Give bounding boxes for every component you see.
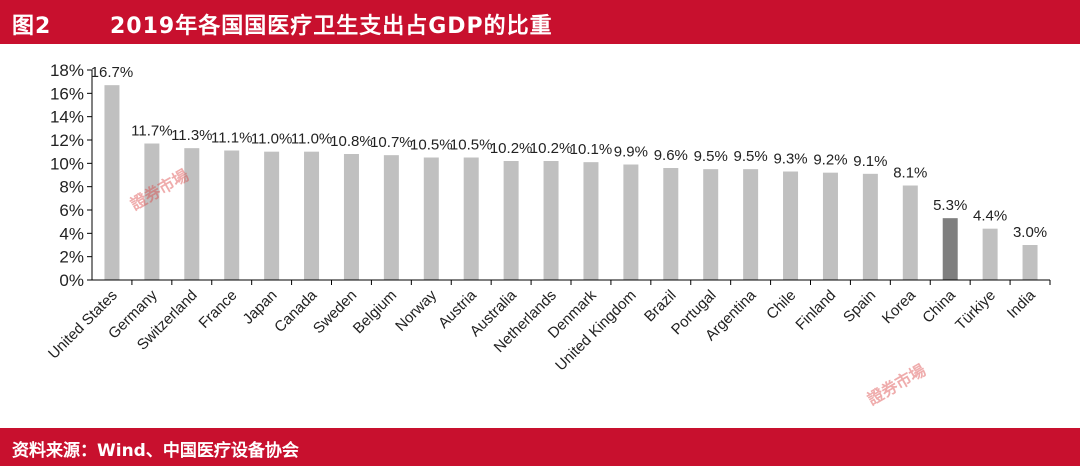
data-label: 16.7%	[91, 64, 134, 81]
bar-chile	[783, 171, 799, 280]
bar-india	[1022, 245, 1038, 280]
data-label: 9.1%	[853, 153, 887, 170]
data-label: 9.2%	[813, 152, 847, 169]
data-label: 10.2%	[530, 140, 573, 157]
bar-denmark	[583, 162, 599, 280]
data-label: 5.3%	[933, 197, 967, 214]
y-tick-label: 8%	[59, 178, 84, 197]
figure-number: 图2	[12, 14, 52, 39]
y-tick-label: 12%	[50, 131, 84, 150]
x-tick-label: United States	[45, 287, 121, 363]
source-note: 资料来源：Wind、中国医疗设备协会	[12, 441, 299, 461]
y-tick-label: 4%	[59, 224, 84, 243]
x-tick-label: Belgium	[350, 287, 400, 337]
data-label: 10.1%	[570, 141, 613, 158]
data-label: 11.3%	[171, 127, 212, 144]
data-label: 9.3%	[773, 151, 807, 168]
data-label: 11.0%	[251, 131, 292, 148]
y-tick-label: 2%	[59, 248, 84, 267]
x-tick-label: India	[1004, 286, 1039, 321]
chart-title: 2019年各国国医疗卫生支出占GDP的比重	[110, 14, 553, 39]
y-tick-label: 0%	[59, 271, 84, 290]
x-tick-label: Chile	[763, 287, 799, 323]
data-label: 9.6%	[654, 147, 688, 164]
data-label: 10.8%	[330, 133, 373, 150]
data-label: 9.5%	[734, 148, 768, 165]
bar-chart: 0% 2% 4% 6% 8% 10% 12% 14% 16% 18% 16.7% 11.7%11.3…	[45, 61, 1051, 374]
y-tick-label: 10%	[50, 154, 84, 173]
bar-netherlands	[543, 161, 559, 280]
bar-sweden	[343, 154, 359, 280]
bar-france	[224, 150, 240, 280]
bar-united-states	[104, 85, 120, 280]
chart-area: 0% 2% 4% 6% 8% 10% 12% 14% 16% 18% 16.7% 11.7% 11.3…	[0, 44, 1080, 428]
data-label: 3.0%	[1013, 224, 1047, 241]
data-label: 11.0%	[291, 131, 332, 148]
x-axis: United StatesGermanySwitzerlandFranceJap…	[45, 279, 1051, 374]
bar-united-kingdom	[623, 164, 639, 280]
data-label: 9.5%	[694, 148, 728, 165]
bar-norway	[423, 157, 439, 280]
data-label: 9.9%	[614, 144, 648, 161]
x-tick-label: Finland	[792, 287, 839, 334]
x-tick-label: Norway	[392, 286, 440, 334]
bar-spain	[862, 173, 878, 280]
bar-japan	[264, 151, 280, 280]
bar-china	[942, 218, 958, 280]
figure-footer: 资料来源：Wind、中国医疗设备协会	[0, 428, 1080, 466]
bar-t-rkiye	[982, 228, 998, 280]
x-tick-label: Spain	[840, 287, 879, 326]
bar-austria	[463, 157, 479, 280]
x-tick-label: Sweden	[310, 287, 360, 337]
bar-belgium	[383, 155, 399, 280]
y-tick-label: 6%	[59, 201, 84, 220]
data-label: 11.7%	[131, 123, 172, 140]
x-tick-label: Türkiye	[952, 287, 999, 334]
bar-switzerland	[184, 148, 200, 280]
x-tick-label: France	[196, 287, 241, 332]
bar-australia	[503, 161, 519, 280]
data-labels: 16.7%11.7%11.3%11.1%11.0%11.0%10.8%10.7%…	[91, 64, 1047, 241]
figure-header: 图2 2019年各国国医疗卫生支出占GDP的比重	[0, 0, 1080, 44]
data-label: 10.2%	[490, 140, 533, 157]
data-label: 10.7%	[370, 134, 413, 151]
x-tick-label: Korea	[879, 286, 920, 327]
bar-finland	[822, 172, 838, 280]
y-tick-label: 14%	[50, 108, 84, 127]
data-label: 8.1%	[893, 165, 927, 182]
data-label: 10.5%	[410, 137, 453, 154]
bar-brazil	[663, 168, 679, 280]
y-axis: 0% 2% 4% 6% 8% 10% 12% 14% 16% 18%	[50, 61, 93, 290]
bar-argentina	[743, 169, 759, 280]
data-label: 4.4%	[973, 208, 1007, 225]
data-label: 10.5%	[450, 137, 493, 154]
data-label: 11.1%	[211, 130, 252, 147]
bar-portugal	[703, 169, 719, 280]
bars	[104, 85, 1038, 280]
bar-korea	[902, 185, 918, 280]
y-tick-label: 16%	[50, 84, 84, 103]
y-tick-label: 18%	[50, 61, 84, 80]
bar-canada	[304, 151, 320, 280]
bar-germany	[144, 143, 160, 280]
